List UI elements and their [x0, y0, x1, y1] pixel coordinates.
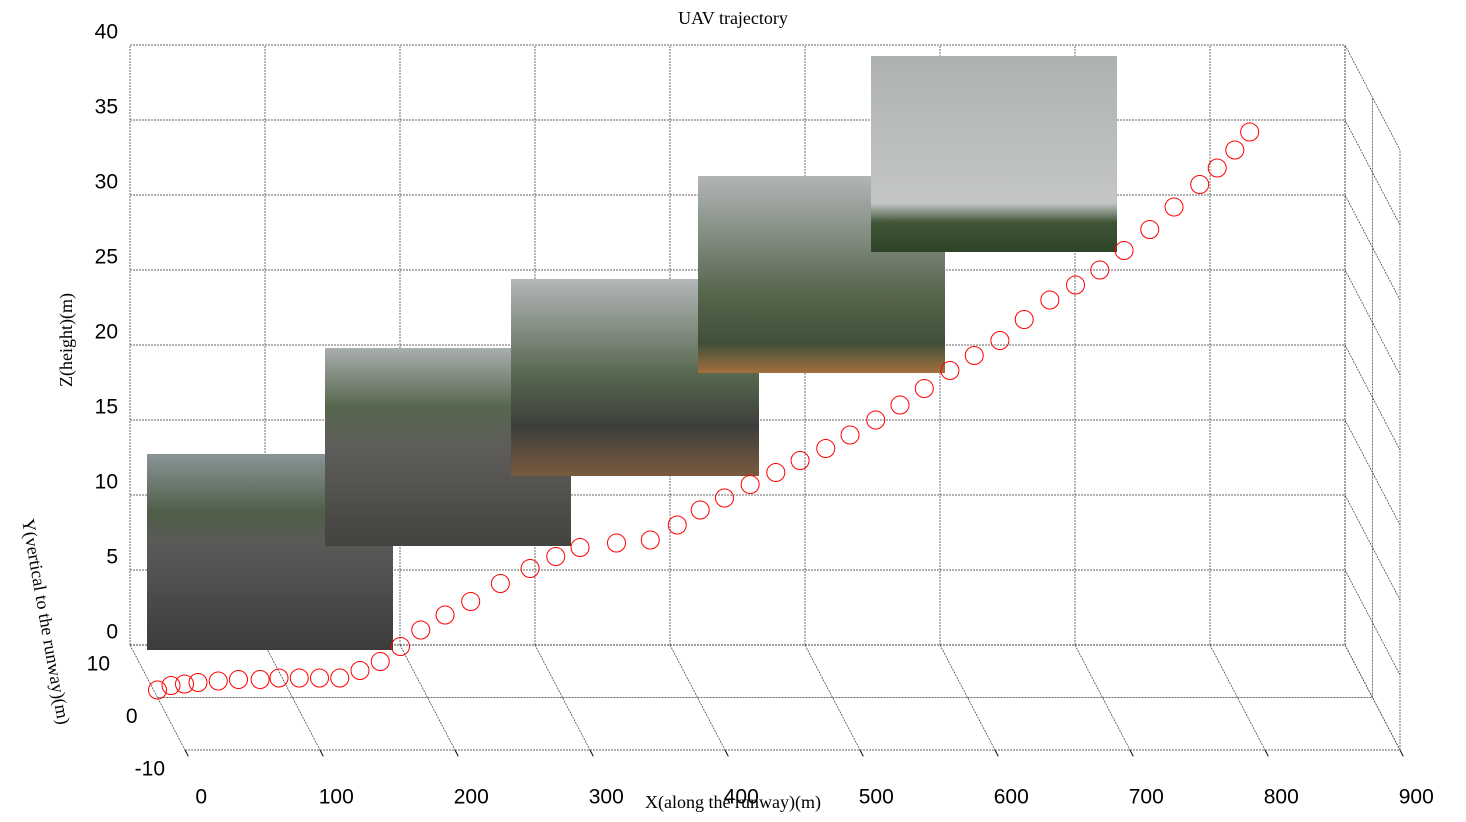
- chart-title: UAV trajectory: [678, 8, 788, 28]
- z-tick-label: 0: [106, 621, 118, 644]
- tick-mark: [860, 750, 863, 756]
- trajectory-point: [641, 531, 659, 549]
- tick-mark: [1265, 750, 1268, 756]
- trajectory-point: [991, 332, 1009, 350]
- trajectory-point: [817, 440, 835, 458]
- x-tick-label: 300: [589, 785, 624, 808]
- trajectory-point: [149, 681, 167, 699]
- y-tick-label: 0: [126, 705, 138, 728]
- x-tick-label: 400: [724, 785, 759, 808]
- y-tick-label: 10: [87, 653, 110, 676]
- y-axis-label: Y(vertical to the runway)(m): [17, 517, 74, 726]
- trajectory-point: [351, 662, 369, 680]
- trajectory-point: [668, 516, 686, 534]
- trajectory-point: [608, 534, 626, 552]
- trajectory-point: [716, 489, 734, 507]
- trajectory-point: [1226, 141, 1244, 159]
- z-tick-label: 25: [95, 246, 118, 269]
- trajectory-point: [436, 606, 454, 624]
- trajectory-point: [891, 396, 909, 414]
- trajectory-point: [331, 669, 349, 687]
- tick-mark: [995, 750, 998, 756]
- y-tick-label: -10: [135, 758, 165, 781]
- trajectory-point: [189, 674, 207, 692]
- tick-mark: [1130, 750, 1133, 756]
- trajectory-point: [1041, 291, 1059, 309]
- trajectory-point: [371, 653, 389, 671]
- x-tick-label: 0: [195, 785, 207, 808]
- photo: [871, 56, 1117, 252]
- trajectory-point: [1165, 198, 1183, 216]
- trajectory-point: [1191, 176, 1209, 194]
- trajectory-point: [209, 672, 227, 690]
- trajectory-point: [1208, 159, 1226, 177]
- trajectory-point: [1241, 123, 1259, 141]
- tick-mark: [725, 750, 728, 756]
- z-tick-label: 35: [95, 96, 118, 119]
- z-tick-label: 30: [95, 171, 118, 194]
- trajectory-point: [290, 669, 308, 687]
- trajectory-point: [491, 575, 509, 593]
- trajectory-point: [741, 476, 759, 494]
- trajectory-point: [230, 671, 248, 689]
- z-tick-label: 15: [95, 396, 118, 419]
- tick-mark: [455, 750, 458, 756]
- photos: [147, 56, 1117, 650]
- tick-mark: [590, 750, 593, 756]
- trajectory-point: [791, 452, 809, 470]
- z-tick-label: 10: [95, 471, 118, 494]
- trajectory-point: [915, 380, 933, 398]
- x-tick-label: 900: [1399, 785, 1434, 808]
- x-tick-label: 100: [319, 785, 354, 808]
- z-tick-label: 5: [106, 546, 118, 569]
- trajectory-point: [1141, 221, 1159, 239]
- trajectory-point: [1067, 276, 1085, 294]
- x-tick-label: 800: [1264, 785, 1299, 808]
- x-tick-label: 500: [859, 785, 894, 808]
- trajectory-point: [1015, 311, 1033, 329]
- z-tick-label: 20: [95, 321, 118, 344]
- trajectory-point: [521, 560, 539, 578]
- x-tick-label: 200: [454, 785, 489, 808]
- trajectory-point: [412, 621, 430, 639]
- trajectory-point: [1115, 242, 1133, 260]
- trajectory-point: [691, 501, 709, 519]
- trajectory-point: [841, 426, 859, 444]
- trajectory-point: [547, 548, 565, 566]
- trajectory-point: [767, 464, 785, 482]
- trajectory-point: [571, 539, 589, 557]
- trajectory-point: [251, 671, 269, 689]
- tick-mark: [185, 750, 188, 756]
- chart: UAV trajectory X(along the runway)(m) Z(…: [0, 0, 1466, 822]
- tick-mark: [320, 750, 323, 756]
- trajectory-point: [311, 669, 329, 687]
- trajectory-point: [965, 347, 983, 365]
- z-tick-label: 40: [95, 21, 118, 44]
- tick-mark: [1400, 750, 1403, 756]
- x-tick-label: 600: [994, 785, 1029, 808]
- z-axis-label: Z(height)(m): [56, 293, 77, 387]
- trajectory-point: [462, 593, 480, 611]
- x-tick-label: 700: [1129, 785, 1164, 808]
